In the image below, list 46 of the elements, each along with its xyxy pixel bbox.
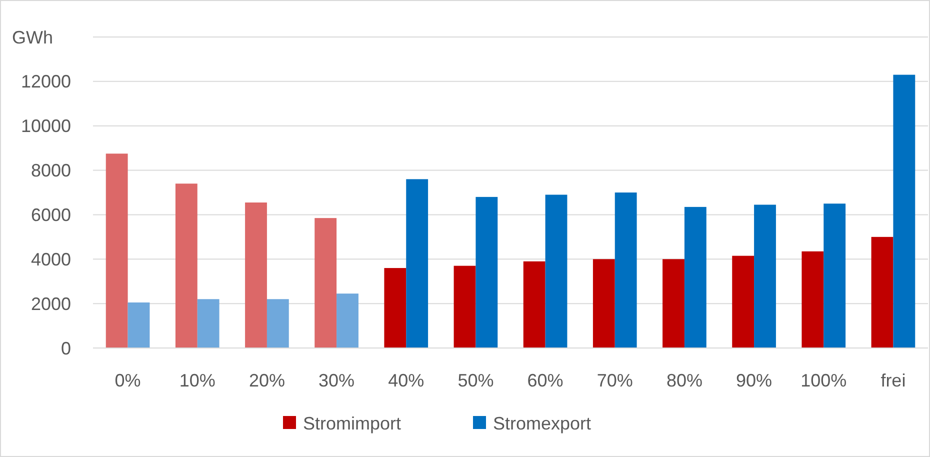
y-tick-label: 12000: [20, 72, 71, 92]
x-tick-label: 70%: [596, 370, 633, 390]
y-tick-label: 2000: [30, 294, 71, 314]
bar: [592, 259, 615, 348]
x-tick-label: 30%: [318, 370, 355, 390]
bar: [476, 196, 498, 348]
bar: [197, 299, 220, 348]
y-tick-label: 4000: [30, 249, 71, 270]
bar: [684, 206, 706, 348]
x-tick-label: 40%: [388, 370, 424, 390]
bar: [245, 202, 267, 348]
x-tick-label: 100%: [800, 370, 847, 390]
bar: [384, 268, 406, 348]
x-tick-label: 20%: [248, 370, 285, 390]
bar: [871, 236, 894, 348]
y-tick-label: 6000: [30, 205, 71, 226]
x-tick-label: 10%: [179, 370, 216, 390]
bar: [754, 204, 776, 348]
bar: [662, 259, 684, 348]
legend-label: Stromimport: [303, 413, 402, 434]
y-tick-label: 10000: [20, 116, 71, 136]
x-tick-label: 80%: [666, 370, 702, 390]
x-tick-label: frei: [880, 370, 906, 390]
x-tick-label: 50%: [458, 370, 494, 390]
x-tick-label: 60%: [527, 370, 564, 390]
x-tick-label: 90%: [736, 370, 772, 390]
bar: [128, 302, 150, 348]
bar: [545, 194, 568, 348]
bar: [175, 184, 198, 348]
bar: [336, 294, 358, 348]
bar: [314, 218, 337, 348]
bar: [266, 299, 289, 348]
bar: [802, 251, 824, 348]
x-tick-label: 0%: [114, 370, 141, 390]
y-axis-title: GWh: [12, 27, 54, 48]
y-tick-label: 0: [60, 338, 71, 358]
bar: [454, 266, 476, 348]
y-tick-label: 8000: [30, 160, 71, 181]
bar: [893, 74, 916, 348]
bar: [406, 179, 428, 348]
bar: [614, 192, 637, 348]
bar: [523, 261, 546, 348]
legend-label: Stromexport: [493, 413, 592, 434]
bar: [824, 204, 846, 348]
bar: [106, 154, 128, 348]
bar: [732, 256, 754, 348]
